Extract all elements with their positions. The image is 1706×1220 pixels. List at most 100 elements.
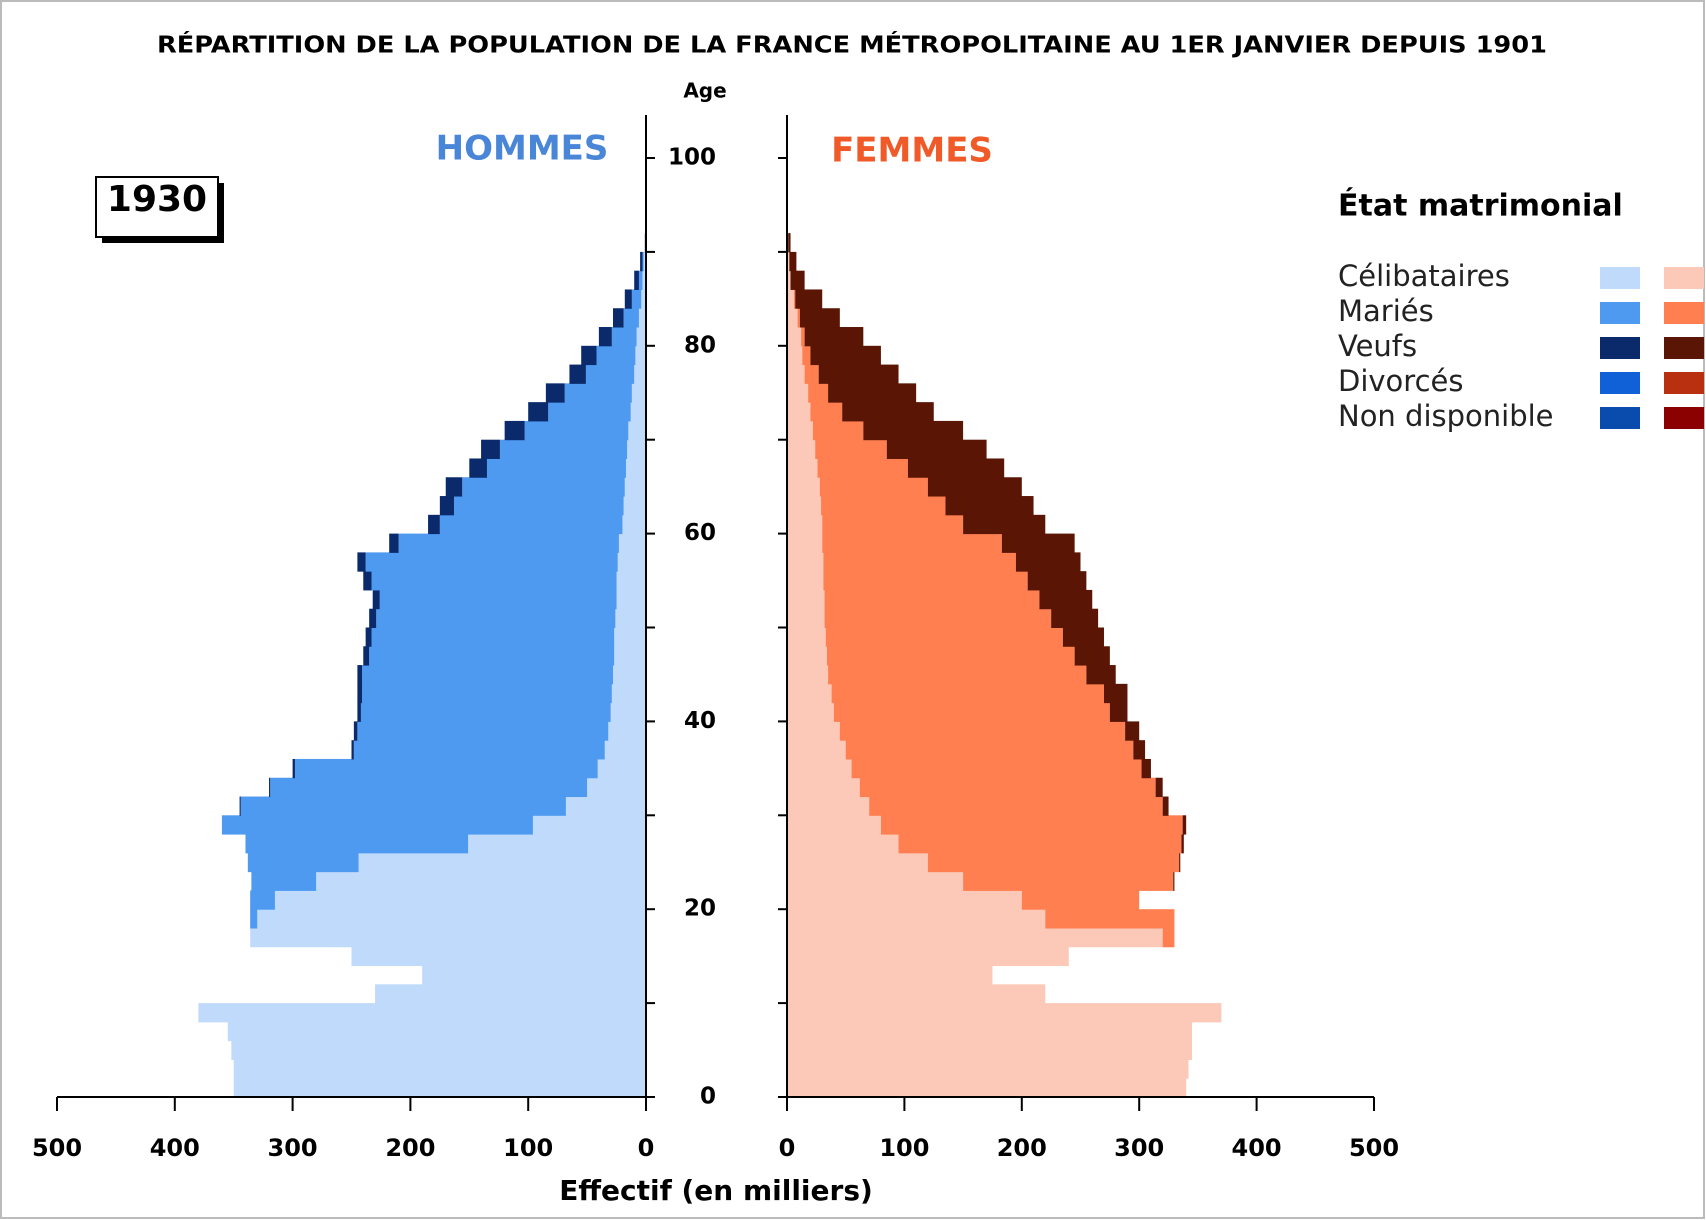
bar-segment <box>389 533 399 553</box>
bar-segment <box>631 289 642 309</box>
age-label: Age <box>683 79 726 103</box>
bar-segment <box>825 627 1063 647</box>
bar-segment <box>842 402 934 422</box>
bar-segment <box>787 852 928 873</box>
bar-segment <box>616 571 646 591</box>
bar-segment <box>787 477 820 497</box>
bar-segment <box>198 1003 647 1023</box>
bar-segment <box>524 420 629 441</box>
bar-segment <box>365 627 372 647</box>
bar-segment <box>1074 646 1110 666</box>
bar-segment <box>787 946 1069 967</box>
bar-segment <box>362 683 612 704</box>
chart-title: RÉPARTITION DE LA POPULATION DE LA FRANC… <box>157 31 1547 59</box>
bar-segment <box>1001 533 1075 553</box>
bar-segment <box>817 458 908 478</box>
bar-segment <box>787 439 816 459</box>
bar-segment <box>787 420 813 441</box>
bar-segment <box>787 289 795 309</box>
bar-segment <box>270 777 588 798</box>
bar-segment <box>787 1021 1193 1042</box>
bar-segment <box>569 364 586 384</box>
bar-segment <box>1182 815 1187 835</box>
year-label: 1930 <box>107 179 207 220</box>
bar-segment <box>357 721 609 741</box>
bar-segment <box>927 852 1180 873</box>
bar-segment <box>624 289 632 309</box>
bar-segment <box>611 683 646 704</box>
bar-segment <box>642 251 644 272</box>
women-label: FEMMES <box>831 131 993 171</box>
bar-segment <box>787 871 964 891</box>
bar-segment <box>445 477 463 497</box>
bar-segment <box>797 308 800 328</box>
bar-segment <box>294 758 598 779</box>
bar-segment <box>439 514 623 535</box>
bar-segment <box>787 815 881 835</box>
bar-segment <box>1162 796 1169 816</box>
bar-segment <box>787 402 811 422</box>
bar-segment <box>1027 571 1087 591</box>
bar-segment <box>787 533 823 553</box>
bar-segment <box>787 909 1046 929</box>
bar-segment <box>824 608 1052 628</box>
bar-segment <box>787 834 899 854</box>
y-tick-label: 0 <box>700 1084 716 1110</box>
bar-segment <box>787 552 824 572</box>
x-tick-label: 300 <box>1114 1134 1164 1162</box>
bar-segment <box>787 927 1163 948</box>
bar-segment <box>828 665 1087 685</box>
bar-segment <box>1133 740 1146 760</box>
bar-segment <box>839 721 1126 741</box>
x-tick-label: 400 <box>150 1134 200 1162</box>
bar-segment <box>379 589 617 610</box>
bar-segment <box>787 496 822 516</box>
bar-segment <box>787 702 834 722</box>
bar-segment <box>233 1059 646 1079</box>
bar-segment <box>468 834 646 854</box>
legend-swatch <box>1664 302 1704 324</box>
bar-segment <box>269 777 271 798</box>
bar-segment <box>787 608 825 628</box>
bar-segment <box>788 233 791 253</box>
bar-segment <box>634 364 646 384</box>
bar-segment <box>826 646 1075 666</box>
bar-segment <box>231 1040 646 1060</box>
bar-segment <box>1162 927 1175 948</box>
bar-segment <box>787 458 818 478</box>
bar-segment <box>822 533 1002 553</box>
bar-segment <box>787 589 825 610</box>
bar-segment <box>802 345 811 366</box>
bar-segment <box>787 1059 1189 1079</box>
bar-segment <box>787 740 846 760</box>
bar-segment <box>617 552 646 572</box>
bar-segment <box>486 458 626 478</box>
bar-segment <box>398 533 619 553</box>
bar-segment <box>822 514 964 535</box>
bar-segment <box>787 270 791 290</box>
bar-segment <box>787 308 798 328</box>
y-tick-label: 60 <box>684 520 716 546</box>
x-tick-label: 400 <box>1232 1134 1282 1162</box>
bar-segment <box>824 589 1040 610</box>
bar-segment <box>369 646 615 666</box>
bar-segment <box>623 308 639 328</box>
bar-segment <box>372 589 380 610</box>
bar-segment <box>365 552 618 572</box>
legend-swatch <box>1664 267 1704 289</box>
bar-segment <box>638 270 643 290</box>
bar-segment <box>499 439 628 459</box>
bar-segment <box>1045 909 1175 929</box>
bar-segment <box>504 420 525 441</box>
bar-segment <box>808 383 829 403</box>
bar-segment <box>585 364 635 384</box>
x-tick-label: 100 <box>503 1134 553 1162</box>
bar-segment <box>804 327 864 347</box>
legend-label: Non disponible <box>1338 399 1554 433</box>
bar-segment <box>371 627 615 647</box>
bar-segment <box>250 927 646 948</box>
bar-segment <box>869 796 1163 816</box>
bar-segment <box>787 1003 1222 1023</box>
bar-segment <box>634 270 639 290</box>
bar-segment <box>804 364 819 384</box>
